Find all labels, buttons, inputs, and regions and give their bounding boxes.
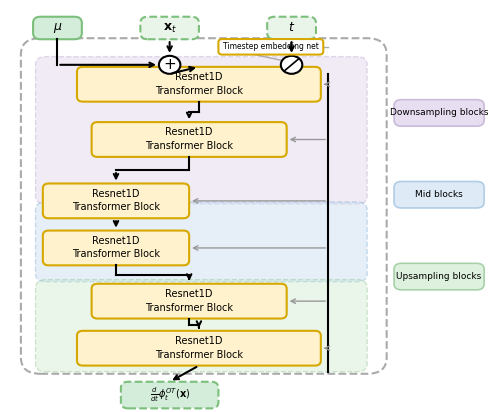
Text: $t$: $t$ [288, 21, 295, 35]
FancyBboxPatch shape [36, 56, 367, 204]
Text: Resnet1D: Resnet1D [175, 336, 222, 346]
FancyBboxPatch shape [36, 280, 367, 372]
Circle shape [159, 56, 180, 74]
Text: Mid blocks: Mid blocks [415, 190, 463, 199]
Text: +: + [164, 57, 176, 73]
FancyBboxPatch shape [218, 39, 324, 54]
Text: Transformer Block: Transformer Block [155, 86, 243, 96]
FancyBboxPatch shape [140, 17, 199, 39]
FancyBboxPatch shape [267, 17, 316, 39]
FancyBboxPatch shape [92, 122, 286, 157]
Text: Transformer Block: Transformer Block [72, 202, 160, 213]
Text: $\mathbf{x}_t$: $\mathbf{x}_t$ [162, 21, 176, 35]
FancyBboxPatch shape [43, 231, 189, 265]
FancyBboxPatch shape [92, 284, 286, 318]
FancyBboxPatch shape [394, 181, 484, 208]
Text: Downsampling blocks: Downsampling blocks [390, 108, 488, 117]
Circle shape [281, 56, 302, 74]
Text: Upsampling blocks: Upsampling blocks [396, 272, 482, 281]
Text: $\frac{d}{dt}\phi_t^{OT}(\mathbf{x})$: $\frac{d}{dt}\phi_t^{OT}(\mathbf{x})$ [150, 386, 190, 404]
FancyBboxPatch shape [43, 183, 189, 218]
Text: Transformer Block: Transformer Block [145, 141, 233, 151]
FancyBboxPatch shape [77, 67, 321, 102]
FancyBboxPatch shape [33, 17, 82, 39]
Text: Transformer Block: Transformer Block [145, 303, 233, 313]
Text: Resnet1D: Resnet1D [166, 127, 213, 137]
Text: Resnet1D: Resnet1D [175, 72, 222, 82]
Text: Resnet1D: Resnet1D [92, 189, 140, 199]
FancyBboxPatch shape [394, 100, 484, 126]
FancyBboxPatch shape [36, 202, 367, 282]
Text: Resnet1D: Resnet1D [92, 236, 140, 246]
Text: Transformer Block: Transformer Block [155, 350, 243, 360]
Text: Resnet1D: Resnet1D [166, 289, 213, 299]
Text: Transformer Block: Transformer Block [72, 250, 160, 260]
Text: Timestep embedding net: Timestep embedding net [223, 42, 319, 52]
Text: $\mu$: $\mu$ [52, 21, 62, 35]
FancyBboxPatch shape [121, 382, 218, 408]
FancyBboxPatch shape [77, 331, 321, 365]
FancyBboxPatch shape [394, 263, 484, 290]
